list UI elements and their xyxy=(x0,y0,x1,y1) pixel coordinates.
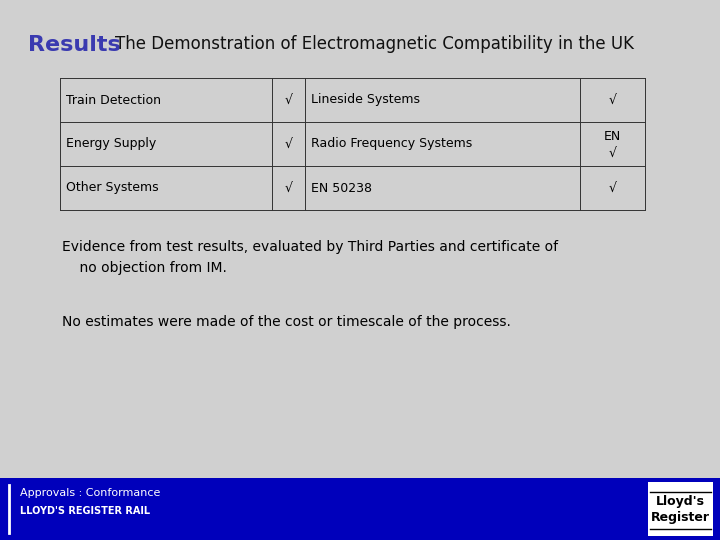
Text: √: √ xyxy=(284,93,292,106)
Text: EN: EN xyxy=(604,130,621,143)
Text: Train Detection: Train Detection xyxy=(66,93,161,106)
Text: Radio Frequency Systems: Radio Frequency Systems xyxy=(311,138,472,151)
Text: Energy Supply: Energy Supply xyxy=(66,138,156,151)
Text: √: √ xyxy=(284,138,292,151)
Text: Lloyd's: Lloyd's xyxy=(656,495,705,508)
Text: Register: Register xyxy=(651,511,710,524)
Text: Other Systems: Other Systems xyxy=(66,181,158,194)
Text: √: √ xyxy=(284,181,292,194)
Text: √: √ xyxy=(608,146,616,159)
Text: Approvals : Conformance: Approvals : Conformance xyxy=(20,488,161,498)
Text: The Demonstration of Electromagnetic Compatibility in the UK: The Demonstration of Electromagnetic Com… xyxy=(115,35,634,53)
Text: √: √ xyxy=(608,181,616,194)
Text: √: √ xyxy=(608,93,616,106)
Text: Results: Results xyxy=(28,35,121,55)
Bar xyxy=(648,482,713,536)
Text: Lineside Systems: Lineside Systems xyxy=(311,93,420,106)
Text: No estimates were made of the cost or timescale of the process.: No estimates were made of the cost or ti… xyxy=(62,315,511,329)
Bar xyxy=(0,478,720,540)
Text: LLOYD'S REGISTER RAIL: LLOYD'S REGISTER RAIL xyxy=(20,506,150,516)
Text: EN 50238: EN 50238 xyxy=(311,181,372,194)
Text: Evidence from test results, evaluated by Third Parties and certificate of
    no: Evidence from test results, evaluated by… xyxy=(62,240,558,275)
